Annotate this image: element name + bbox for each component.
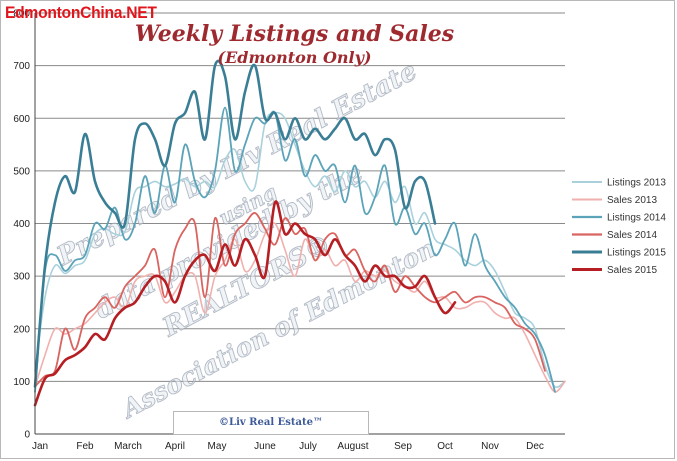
x-tick-label: Oct — [437, 441, 453, 452]
gridlines — [35, 12, 565, 382]
x-tick-label: Feb — [76, 441, 94, 452]
legend-entry-sales-2013: Sales 2013 — [607, 195, 657, 206]
y-tick-label: 0 — [24, 430, 30, 441]
series-lines — [33, 59, 566, 407]
legend: Listings 2013 Sales 2013 Listings 2014 Sale… — [572, 178, 666, 276]
legend-entry-listings-2015: Listings 2015 — [607, 248, 666, 259]
y-tick-label: 200 — [13, 324, 30, 335]
legend-entry-sales-2015: Sales 2015 — [607, 265, 657, 276]
x-tick-label: Jan — [32, 441, 48, 452]
site-watermark: EdmontonChina.NET — [5, 3, 157, 22]
credit-label: ©Liv Real Estate™ — [173, 411, 369, 435]
legend-entry-listings-2014: Listings 2014 — [607, 213, 666, 224]
series-line-sales-2014 — [34, 212, 546, 388]
y-tick-label: 700 — [13, 61, 30, 72]
y-tick-label: 400 — [13, 219, 30, 230]
x-tick-label: Dec — [526, 441, 544, 452]
y-tick-label: 600 — [13, 114, 30, 125]
series-line-sales-2015 — [33, 200, 457, 407]
series-line-listings-2014 — [34, 106, 556, 393]
y-tick-label: 100 — [13, 377, 30, 388]
axes: 0 100 200 300 400 500 600 700 800 Jan Feb March Apri… — [13, 9, 565, 452]
x-tick-label: May — [208, 441, 227, 452]
y-tick-label: 800 — [13, 9, 30, 20]
chart-title: Weekly Listings and Sales — [134, 21, 455, 47]
x-tick-label: Nov — [481, 441, 499, 452]
y-tick-label: 500 — [13, 166, 30, 177]
x-tick-label: August — [337, 441, 368, 452]
legend-entry-listings-2013: Listings 2013 — [607, 178, 666, 189]
x-tick-label: June — [254, 441, 276, 452]
x-tick-label: July — [299, 441, 317, 452]
series-line-listings-2015 — [33, 59, 437, 388]
chart-subtitle: (Edmonton Only) — [217, 48, 372, 67]
x-tick-label: April — [165, 441, 185, 452]
x-tick-label: Sep — [394, 441, 412, 452]
x-tick-label: March — [114, 441, 142, 452]
legend-entry-sales-2014: Sales 2014 — [607, 230, 657, 241]
y-tick-label: 300 — [13, 272, 30, 283]
